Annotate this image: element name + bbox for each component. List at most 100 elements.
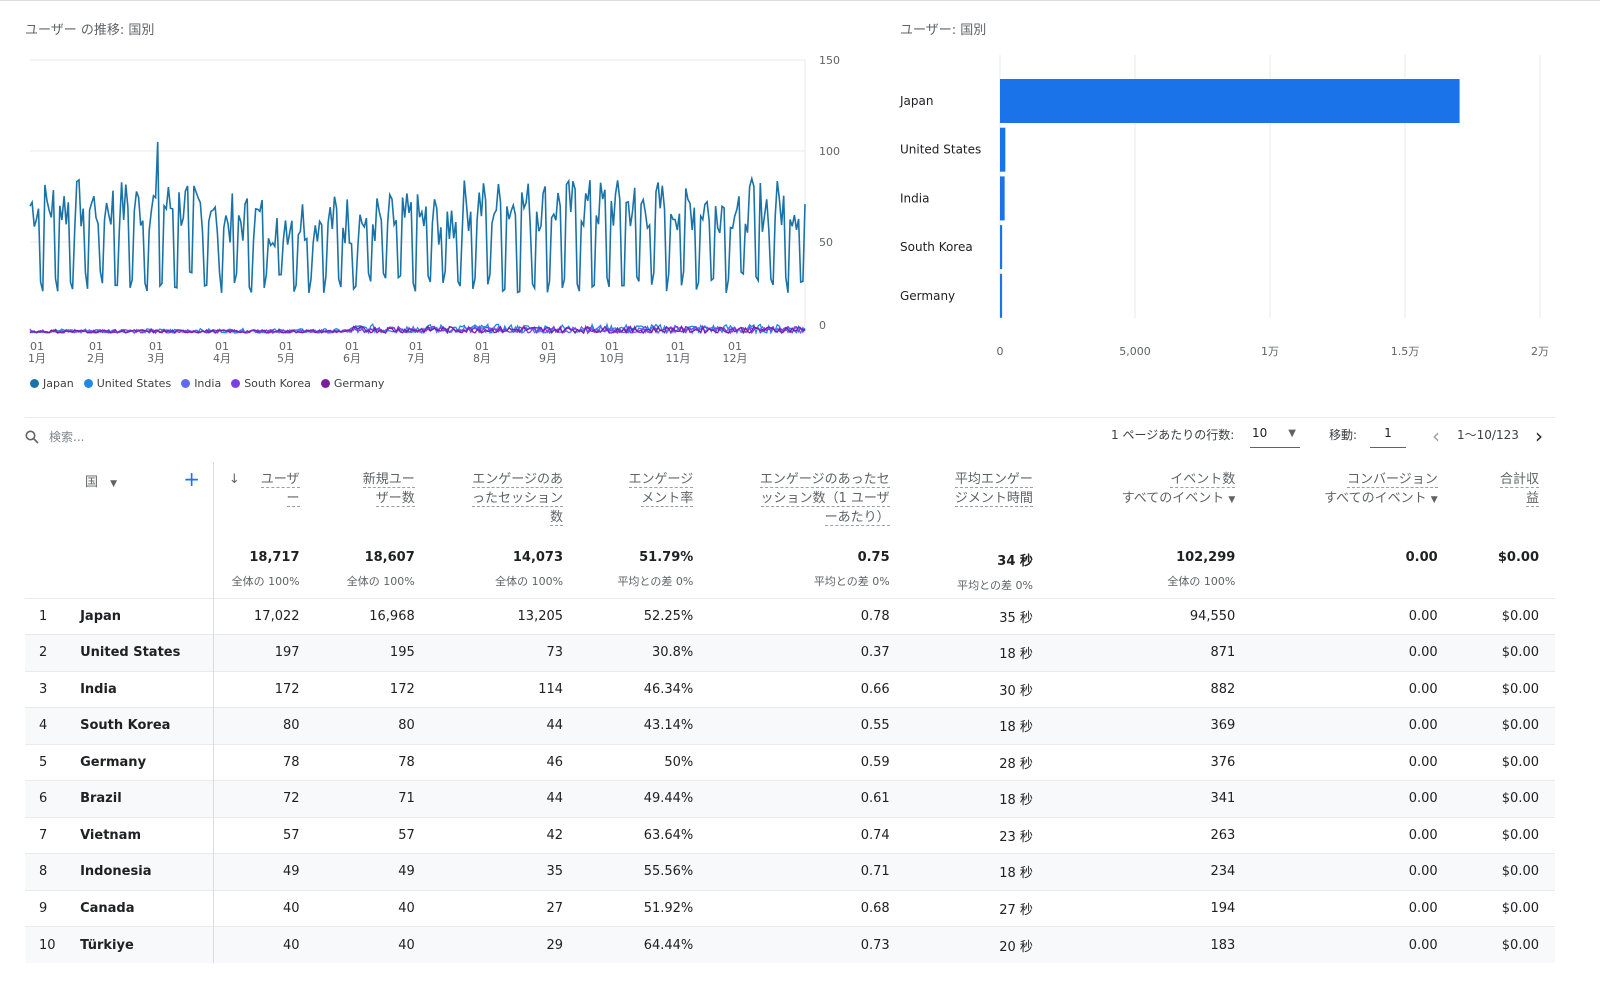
row-index: 9 — [25, 889, 81, 927]
dimension-header[interactable]: 国 ▼ + — [25, 462, 214, 542]
search-input[interactable]: 検索... — [49, 430, 85, 444]
metric-cell: 197 — [213, 634, 316, 671]
header-new-users[interactable]: 新規ユー ザー数 — [362, 472, 415, 507]
metric-cell: 27 — [430, 889, 580, 927]
table-row[interactable]: 1 Japan 17,022 16,968 13,205 52.25% 0.78 35 秒 94… — [25, 597, 1555, 635]
legend-item[interactable]: Germany — [320, 377, 384, 390]
legend-label: United States — [96, 377, 172, 390]
goto-page-input[interactable]: 1 — [1370, 426, 1406, 448]
bar-chart-title: ユーザー: 国別 — [900, 23, 987, 38]
country-cell: Canada — [80, 889, 214, 927]
metric-cell: $0.00 — [1453, 597, 1555, 635]
bar-chart[interactable]: 0 5,000 1万 1.5万 2万 Japan United States India Sou… — [890, 50, 1570, 370]
add-dimension-icon[interactable]: + — [183, 467, 200, 491]
search-box[interactable]: 検索... — [25, 428, 84, 445]
metric-cell: 64.44% — [579, 926, 710, 963]
metric-cell: 194 — [1048, 889, 1252, 927]
line-chart[interactable]: 150100500011月012月013月014月015月016月017月018… — [0, 50, 860, 370]
x-tick-month: 3月 — [147, 352, 165, 365]
metric-cell: $0.00 — [1453, 889, 1555, 927]
rows-per-page-value: 10 — [1252, 426, 1268, 440]
header-avg-engagement-time[interactable]: 平均エンゲー ジメント時間 — [954, 472, 1033, 507]
metric-cell: 369 — [1048, 707, 1252, 744]
metric-cell: 0.00 — [1251, 634, 1454, 671]
table-row[interactable]: 6 Brazil 72 71 44 49.44% 0.61 18 秒 341 0.00 $0.00 — [25, 780, 1555, 817]
legend-item[interactable]: United States — [83, 377, 172, 390]
metric-cell: 0.00 — [1251, 853, 1454, 890]
x-tick-label: 1万 — [1261, 345, 1279, 358]
header-engaged-sessions[interactable]: エンゲージのあ ったセッション数 — [472, 472, 564, 526]
next-page-icon[interactable]: › — [1535, 424, 1543, 448]
legend-item[interactable]: South Korea — [231, 377, 311, 390]
header-engaged-sessions-per-user[interactable]: エンゲージのあったセ ッション数（1 ユーザ ーあたり） — [759, 472, 890, 526]
row-index: 4 — [25, 707, 81, 744]
table-row[interactable]: 3 India 172 172 114 46.34% 0.66 30 秒 882 0.00 $0.0… — [25, 670, 1555, 708]
row-index: 6 — [25, 780, 81, 817]
table-row[interactable]: 7 Vietnam 57 57 42 63.64% 0.74 23 秒 263 0.00 $0.00 — [25, 816, 1555, 854]
total-cell: 14,073 全体の 100% — [430, 542, 580, 598]
x-tick-month: 2月 — [87, 352, 105, 365]
total-cell: 0.75 平均との差 0% — [709, 542, 906, 598]
country-cell: Türkiye — [80, 926, 214, 963]
metric-cell: 44 — [430, 707, 580, 744]
top-border — [0, 0, 1600, 1]
bar-category-label: South Korea — [900, 240, 973, 254]
metric-cell: 51.92% — [579, 889, 710, 927]
metric-cell: 0.00 — [1251, 743, 1454, 781]
x-tick-day: 01 — [409, 340, 423, 353]
legend-dot-icon — [231, 379, 241, 388]
metric-cell: 13,205 — [430, 597, 580, 635]
total-sub: 全体の 100% — [346, 575, 415, 588]
metric-cell: $0.00 — [1453, 634, 1555, 671]
prev-page-icon[interactable]: ‹ — [1432, 424, 1440, 448]
metric-cell: 0.61 — [709, 780, 906, 817]
legend-item[interactable]: Japan — [30, 377, 74, 390]
metric-cell: $0.00 — [1453, 853, 1555, 890]
x-tick-day: 01 — [149, 340, 163, 353]
metric-cell: 341 — [1048, 780, 1252, 817]
table-row[interactable]: 2 United States 197 195 73 30.8% 0.37 18 秒 871 0.… — [25, 634, 1555, 671]
x-tick-month: 12月 — [723, 352, 748, 365]
header-total-revenue[interactable]: 合計収益 — [1499, 472, 1539, 507]
x-tick-day: 01 — [89, 340, 103, 353]
metric-cell: $0.00 — [1453, 707, 1555, 744]
metric-cell: 0.37 — [709, 634, 906, 671]
legend-item[interactable]: India — [181, 377, 221, 390]
legend-label: South Korea — [244, 377, 311, 390]
section-divider — [25, 417, 1555, 418]
header-conversions[interactable]: コンバージョン すべてのイベント ▼ — [1324, 472, 1438, 506]
total-sub: 平均との差 0% — [957, 579, 1033, 592]
bar-category-label: Japan — [899, 94, 933, 108]
rows-per-page-label: 1 ページあたりの行数: — [1111, 428, 1235, 442]
table-row[interactable]: 8 Indonesia 49 49 35 55.56% 0.71 18 秒 234 0.00 $0.… — [25, 853, 1555, 890]
country-cell: South Korea — [80, 707, 214, 744]
metric-cell: 0.78 — [709, 597, 906, 635]
x-tick-day: 01 — [475, 340, 489, 353]
country-cell: Vietnam — [80, 816, 214, 854]
row-index: 3 — [25, 670, 81, 708]
row-index: 8 — [25, 853, 81, 890]
metric-cell: 0.00 — [1251, 926, 1454, 963]
table-row[interactable]: 9 Canada 40 40 27 51.92% 0.68 27 秒 194 0.00 $0.00 — [25, 889, 1555, 927]
metric-cell: 80 — [315, 707, 431, 744]
metric-cell: 50% — [579, 743, 710, 781]
metric-cell: 44 — [430, 780, 580, 817]
metric-cell: 40 — [213, 889, 316, 927]
header-event-count[interactable]: イベント数 すべてのイベント ▼ — [1121, 472, 1236, 506]
x-tick-month: 1月 — [28, 352, 46, 365]
metric-cell: 40 — [315, 889, 431, 927]
x-tick-month: 5月 — [277, 352, 295, 365]
table-row[interactable]: 4 South Korea 80 80 44 43.14% 0.55 18 秒 369 0.00 $… — [25, 707, 1555, 744]
x-tick-month: 11月 — [666, 352, 691, 365]
total-cell: 0.00 — [1251, 542, 1454, 598]
x-tick-label: 2万 — [1531, 345, 1549, 358]
x-tick-day: 01 — [728, 340, 742, 353]
metric-cell: 73 — [430, 634, 580, 671]
rows-per-page-select[interactable]: 10 ▼ — [1250, 426, 1300, 448]
header-users[interactable]: ↓ ユーザー — [228, 472, 300, 507]
table-row[interactable]: 10 Türkiye 40 40 29 64.44% 0.73 20 秒 183 0.00 $0.0… — [25, 926, 1555, 963]
table-row[interactable]: 5 Germany 78 78 46 50% 0.59 28 秒 376 0.00 $0.00 — [25, 743, 1555, 781]
metric-cell: $0.00 — [1453, 926, 1555, 963]
metric-cell: 78 — [213, 743, 316, 781]
header-engagement-rate[interactable]: エンゲージ メント率 — [628, 472, 694, 507]
